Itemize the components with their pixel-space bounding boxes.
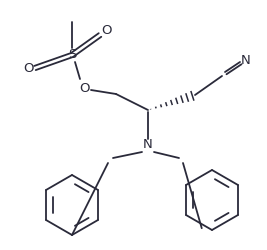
Text: O: O (79, 82, 89, 94)
Text: O: O (23, 62, 33, 76)
Text: N: N (241, 54, 251, 66)
Text: O: O (101, 24, 111, 38)
Text: N: N (143, 138, 153, 151)
Text: S: S (68, 48, 76, 62)
